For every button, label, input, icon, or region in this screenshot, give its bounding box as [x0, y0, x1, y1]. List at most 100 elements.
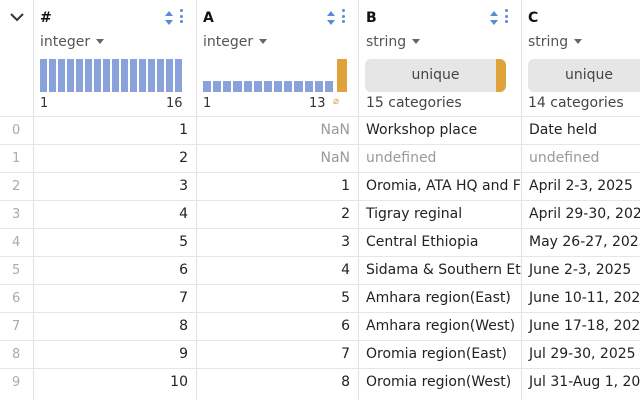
unique-summary[interactable]: unique: [365, 59, 506, 92]
row-index[interactable]: 5: [12, 263, 21, 278]
table-row[interactable]: 9 10 8 Oromia region(West) Jul 31-Aug 1, 202…: [0, 368, 640, 396]
histogram-bar: [157, 59, 164, 92]
category-count: 14 categories: [528, 95, 624, 111]
cell-b[interactable]: Sidama & Southern Eth: [366, 262, 521, 278]
table-row[interactable]: 5 6 4 Sidama & Southern Eth June 2-3, 2025: [0, 256, 640, 284]
column-menu-icon[interactable]: [342, 9, 346, 25]
column-name: B: [366, 10, 377, 26]
cell-hash[interactable]: 8: [179, 318, 188, 334]
column-name: #: [40, 10, 52, 26]
histogram[interactable]: [203, 59, 347, 92]
cell-c[interactable]: April 29-30, 2025: [529, 206, 640, 222]
row-index[interactable]: 4: [12, 235, 21, 250]
cell-b[interactable]: Tigray reginal: [366, 206, 463, 222]
histogram-bar: [121, 59, 128, 92]
cell-b[interactable]: Workshop place: [366, 122, 478, 138]
cell-hash[interactable]: 7: [179, 290, 188, 306]
range-max: 16: [166, 96, 183, 111]
cell-c[interactable]: Jul 29-30, 2025: [529, 346, 636, 362]
cell-c[interactable]: June 17-18, 2025: [529, 318, 640, 334]
cell-c[interactable]: May 26-27, 2025: [529, 234, 640, 250]
row-index[interactable]: 7: [12, 319, 21, 334]
cell-hash[interactable]: 2: [179, 150, 188, 166]
cell-b[interactable]: Oromia region(East): [366, 346, 507, 362]
cell-a[interactable]: NaN: [320, 122, 350, 138]
cell-a[interactable]: 8: [341, 374, 350, 390]
histogram-bar: [223, 81, 232, 92]
column-name: A: [203, 10, 214, 26]
cell-c[interactable]: undefined: [529, 150, 600, 166]
table-row[interactable]: 2 3 1 Oromia, ATA HQ and Fe April 2-3, 2025: [0, 172, 640, 200]
cell-hash[interactable]: 9: [179, 346, 188, 362]
cell-b[interactable]: Amhara region(West): [366, 318, 516, 334]
table-row[interactable]: 4 5 3 Central Ethiopia May 26-27, 2025: [0, 228, 640, 256]
cell-a[interactable]: 3: [341, 234, 350, 250]
cell-b[interactable]: Oromia region(West): [366, 374, 512, 390]
cell-a[interactable]: NaN: [320, 150, 350, 166]
sort-icon[interactable]: [490, 10, 498, 26]
cell-c[interactable]: Date held: [529, 122, 598, 138]
table-row[interactable]: 6 7 5 Amhara region(East) June 10-11, 2025: [0, 284, 640, 312]
cell-c[interactable]: June 2-3, 2025: [529, 262, 632, 278]
unique-label: unique: [564, 67, 613, 83]
row-index[interactable]: 6: [12, 291, 21, 306]
table-row[interactable]: 1 2 NaN undefined undefined: [0, 144, 640, 172]
cell-b[interactable]: Oromia, ATA HQ and Fe: [366, 178, 521, 194]
cell-hash[interactable]: 3: [179, 178, 188, 194]
histogram-bar: [213, 81, 222, 92]
cell-a[interactable]: 1: [341, 178, 350, 194]
cell-c[interactable]: April 2-3, 2025: [529, 178, 633, 194]
row-index[interactable]: 3: [12, 207, 21, 222]
table-row[interactable]: 0 1 NaN Workshop place Date held: [0, 116, 640, 144]
cell-a[interactable]: 4: [341, 262, 350, 278]
table-row[interactable]: 7 8 6 Amhara region(West) June 17-18, 2025: [0, 312, 640, 340]
histogram[interactable]: [40, 59, 182, 92]
cell-b[interactable]: Central Ethiopia: [366, 234, 479, 250]
histogram-bar: [203, 81, 212, 92]
table-row[interactable]: 8 9 7 Oromia region(East) Jul 29-30, 2025: [0, 340, 640, 368]
column-type-dropdown[interactable]: integer: [203, 34, 268, 50]
histogram-bar: [243, 81, 252, 92]
category-count: 15 categories: [366, 95, 462, 111]
cell-c[interactable]: June 10-11, 2025: [529, 290, 640, 306]
column-type-dropdown[interactable]: integer: [40, 34, 105, 50]
null-count-bar: [337, 59, 347, 92]
cell-hash[interactable]: 4: [179, 206, 188, 222]
chevron-down-icon: [10, 13, 24, 22]
range-min: 1: [40, 96, 49, 111]
column-type-dropdown[interactable]: string: [366, 34, 421, 50]
cell-b[interactable]: undefined: [366, 150, 437, 166]
histogram-bar: [294, 81, 303, 92]
row-index[interactable]: 0: [12, 123, 21, 138]
sort-icon[interactable]: [165, 10, 173, 26]
cell-hash[interactable]: 1: [179, 122, 188, 138]
row-index[interactable]: 9: [12, 375, 21, 390]
unique-label: unique: [411, 67, 460, 83]
cell-b[interactable]: Amhara region(East): [366, 290, 511, 306]
row-index[interactable]: 1: [12, 151, 21, 166]
cell-a[interactable]: 6: [341, 318, 350, 334]
column-menu-icon[interactable]: [180, 9, 184, 25]
cell-a[interactable]: 5: [341, 290, 350, 306]
table-row[interactable]: 3 4 2 Tigray reginal April 29-30, 2025: [0, 200, 640, 228]
histogram-bar: [76, 59, 83, 92]
cell-hash[interactable]: 5: [179, 234, 188, 250]
cell-c[interactable]: Jul 31-Aug 1, 2025: [529, 374, 640, 390]
cell-a[interactable]: 7: [341, 346, 350, 362]
row-index[interactable]: 8: [12, 347, 21, 362]
unique-summary[interactable]: unique: [528, 59, 640, 92]
cell-a[interactable]: 2: [341, 206, 350, 222]
row-index[interactable]: 2: [12, 179, 21, 194]
type-text: integer: [203, 34, 254, 50]
collapse-toggle[interactable]: [0, 0, 34, 116]
type-text: integer: [40, 34, 91, 50]
histogram-bar: [85, 59, 92, 92]
column-menu-icon[interactable]: [505, 9, 509, 25]
cell-hash[interactable]: 10: [170, 374, 188, 390]
histogram-bar: [148, 59, 155, 92]
cell-hash[interactable]: 6: [179, 262, 188, 278]
sort-icon[interactable]: [327, 10, 335, 26]
column-type-dropdown[interactable]: string: [528, 34, 583, 50]
histogram-bar: [274, 81, 283, 92]
